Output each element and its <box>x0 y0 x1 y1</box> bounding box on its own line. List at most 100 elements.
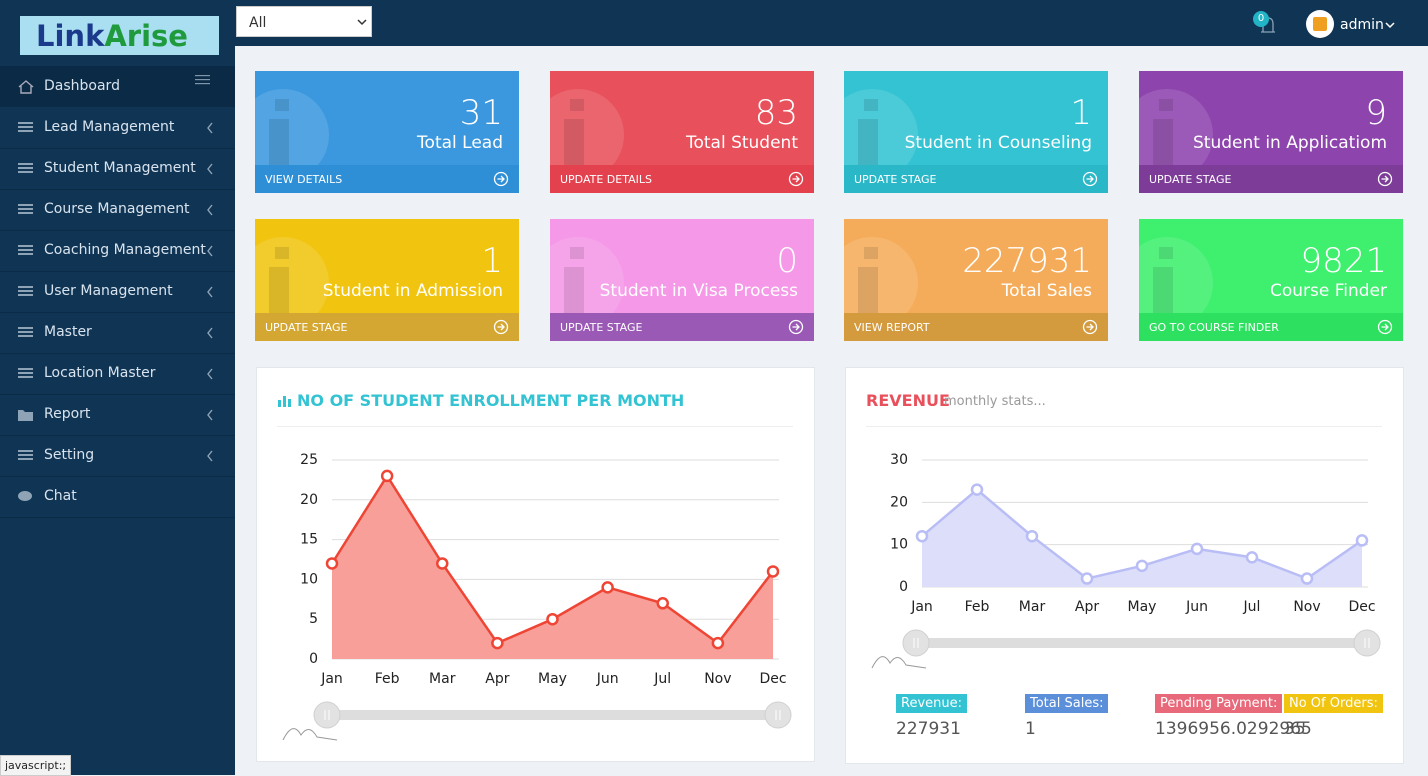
stat-card: 9 Student in Applicatiom UPDATE STAGE <box>1139 71 1403 193</box>
filter-select[interactable]: All <box>236 6 372 37</box>
icon-shape <box>18 331 33 333</box>
icon-shape <box>207 327 213 339</box>
nav-label: Location Master <box>44 365 156 381</box>
icon-shape <box>255 237 329 329</box>
point <box>1025 529 1039 543</box>
nav-label: User Management <box>44 283 173 299</box>
card-value: 31 <box>459 93 503 133</box>
card-icon <box>1139 89 1213 181</box>
stat-card: 83 Total Student UPDATE DETAILS <box>550 71 814 193</box>
nav-item[interactable]: Report <box>0 394 235 436</box>
icon-shape <box>564 119 584 167</box>
nav-item[interactable]: User Management <box>0 271 235 313</box>
icon-shape <box>1377 171 1393 187</box>
nav-item[interactable]: Setting <box>0 435 235 477</box>
card-footer[interactable]: UPDATE STAGE <box>844 165 1108 193</box>
card-footer[interactable]: VIEW REPORT <box>844 313 1108 341</box>
icon-shape <box>844 89 918 181</box>
card-footer[interactable]: GO TO COURSE FINDER <box>1139 313 1403 341</box>
icon-shape <box>207 122 213 134</box>
enrollment-chart: 0 5 10 15 20 25 Jan Feb Mar Apr May Jun Jul Nov Dec <box>282 452 792 741</box>
summary-label: Pending Payment: <box>1155 694 1283 713</box>
card-value: 9 <box>1365 93 1387 133</box>
nav-item[interactable]: Dashboard <box>0 66 235 107</box>
icon-shape <box>792 175 800 183</box>
icon-shape <box>1381 175 1389 183</box>
card-footer[interactable]: UPDATE STAGE <box>255 313 519 341</box>
nav-item[interactable]: Master <box>0 312 235 354</box>
icon-shape <box>207 286 213 298</box>
slider-handle <box>764 701 792 729</box>
x-tick-label: Mar <box>429 671 456 687</box>
icon-shape <box>18 204 33 206</box>
card-icon <box>550 89 624 181</box>
card-link: GO TO COURSE FINDER <box>1149 321 1279 334</box>
x-tick-label: Jul <box>653 671 671 687</box>
x-tick-label: Jan <box>910 599 933 615</box>
nav-icon <box>18 245 33 255</box>
card-link: VIEW DETAILS <box>265 173 343 186</box>
nav-icon <box>18 450 33 460</box>
icon-shape <box>18 450 33 452</box>
icon-shape <box>913 638 919 648</box>
icon-shape <box>497 323 505 331</box>
chevron <box>207 204 213 216</box>
card-footer[interactable]: UPDATE DETAILS <box>550 165 814 193</box>
card-icon <box>550 237 624 329</box>
icon-shape <box>1159 247 1173 259</box>
nav-item[interactable]: Student Management <box>0 148 235 190</box>
card-link: UPDATE STAGE <box>854 173 937 186</box>
nav-label: Report <box>44 406 91 422</box>
icon-shape <box>864 247 878 259</box>
card-footer[interactable]: UPDATE STAGE <box>1139 165 1403 193</box>
icon-shape <box>195 79 210 81</box>
point <box>915 529 929 543</box>
icon-shape <box>255 89 329 181</box>
chevron <box>207 286 213 298</box>
stat-card: 227931 Total Sales VIEW REPORT <box>844 219 1108 341</box>
icon-shape <box>550 237 624 329</box>
status-bar: javascript:; <box>0 755 72 776</box>
icon-shape <box>858 119 878 167</box>
x-tick-label: Apr <box>485 671 509 687</box>
icon-shape <box>18 163 33 165</box>
y-tick-label: 10 <box>300 571 318 587</box>
icon-shape <box>1082 319 1098 335</box>
slider-track <box>916 638 1367 648</box>
nav-label: Master <box>44 324 92 340</box>
arrow-icon <box>1082 171 1098 187</box>
card-label: Student in Applicatiom <box>1193 133 1387 153</box>
card-footer[interactable]: UPDATE STAGE <box>550 313 814 341</box>
arrow-icon <box>493 319 509 335</box>
icon-shape <box>1086 175 1094 183</box>
nav-item[interactable]: Chat <box>0 476 235 518</box>
icon-shape <box>195 83 210 85</box>
logo[interactable]: LinkArise <box>20 16 219 55</box>
x-tick-label: Jun <box>1185 599 1208 615</box>
panel-title: NO OF STUDENT ENROLLMENT PER MONTH <box>297 391 685 410</box>
icon-shape <box>18 372 33 374</box>
icon-shape <box>207 204 213 216</box>
card-footer[interactable]: VIEW DETAILS <box>255 165 519 193</box>
x-tick-label: Feb <box>375 671 400 687</box>
arrow-icon <box>1377 319 1393 335</box>
x-tick-label: Jun <box>596 671 619 687</box>
summary-label: Total Sales: <box>1025 694 1109 713</box>
nav-item[interactable]: Location Master <box>0 353 235 395</box>
nav-icon <box>18 368 33 378</box>
point <box>1190 542 1204 556</box>
summary-value: 1 <box>1025 719 1036 739</box>
icon-shape <box>564 267 584 315</box>
nav-item[interactable]: Course Management <box>0 189 235 231</box>
nav-item[interactable]: Lead Management <box>0 107 235 149</box>
card-value: 1 <box>481 241 503 281</box>
chevron <box>207 163 213 175</box>
x-tick-label: Jul <box>1243 599 1261 615</box>
chevron <box>207 327 213 339</box>
icon-shape <box>18 335 33 337</box>
user-name[interactable]: admin <box>1340 17 1384 33</box>
x-tick-label: Apr <box>1075 599 1099 615</box>
nav-item[interactable]: Coaching Management <box>0 230 235 272</box>
icon-shape <box>1159 99 1173 111</box>
avatar[interactable] <box>1306 10 1334 38</box>
